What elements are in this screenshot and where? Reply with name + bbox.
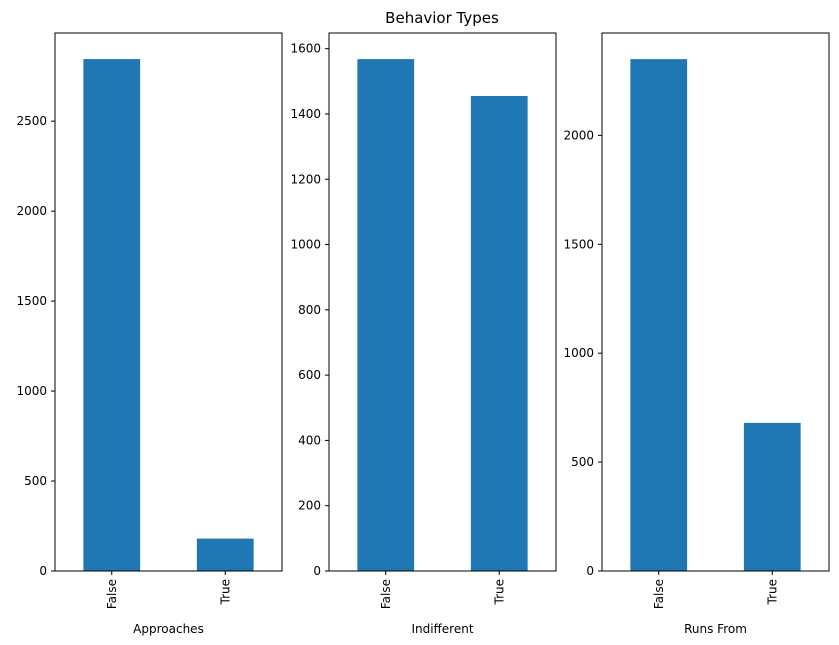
x-axis-label-runs-from: Runs From [684,622,747,636]
y-tick-label: 1000 [16,384,47,398]
y-tick-label: 1200 [290,172,321,186]
axes-frame [54,32,283,572]
y-tick-label: 500 [24,474,47,488]
x-axis-label-approaches: Approaches [133,622,204,636]
x-axis-label-indifferent: Indifferent [411,622,473,636]
x-tick-label-false: False [105,579,119,609]
y-tick-label: 1500 [563,237,594,251]
figure-title: Behavior Types [385,9,499,27]
y-tick-label: 0 [39,564,47,578]
bar-false [630,59,688,571]
x-tick-label-true: True [765,579,779,606]
subplot-approaches: 0 500 1000 1500 2000 2500 False True Approaches [16,32,283,636]
axes-frame [601,32,830,572]
y-tick-label: 800 [298,303,321,317]
x-tick-label-false: False [379,579,393,609]
y-tick-label: 1500 [16,294,47,308]
bar-true [743,422,801,571]
y-tick-label: 1400 [290,107,321,121]
y-tick-label: 1000 [563,346,594,360]
bar-true [196,538,254,571]
y-tick-label: 500 [571,455,594,469]
y-tick-label: 200 [298,499,321,513]
subplot-indifferent: 0 200 400 600 800 1000 1200 1400 1600 False True In… [290,32,557,636]
subplot-runs-from: 0 500 1000 1500 2000 False True Runs From [563,32,830,636]
y-tick-label: 0 [313,564,321,578]
bar-true [470,96,528,571]
x-tick-label-true: True [218,579,232,606]
y-tick-label: 2500 [16,114,47,128]
y-tick-label: 1000 [290,238,321,252]
bar-false [357,59,415,572]
x-tick-label-false: False [652,579,666,609]
y-tick-label: 600 [298,368,321,382]
y-tick-label: 2000 [16,204,47,218]
y-tick-label: 400 [298,433,321,447]
bar-false [83,59,141,572]
axes-frame [328,32,557,572]
y-tick-label: 0 [586,564,594,578]
y-tick-label: 2000 [563,128,594,142]
x-tick-label-true: True [492,579,506,606]
y-tick-label: 1600 [290,42,321,56]
